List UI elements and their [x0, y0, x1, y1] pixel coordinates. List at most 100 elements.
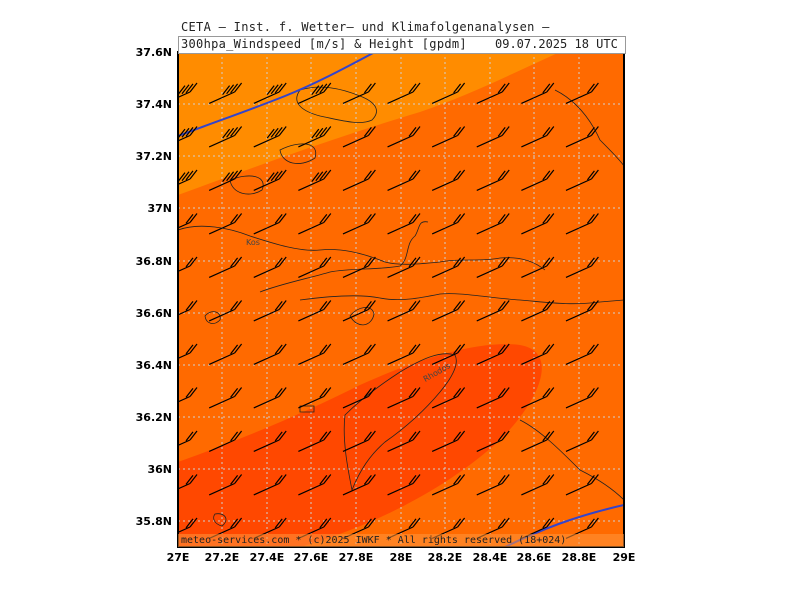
- wind-barb-shaft: [298, 352, 325, 365]
- wind-barb-feather: [319, 388, 328, 398]
- wind-barb-feather: [590, 256, 599, 267]
- wind-barb-feather: [278, 300, 287, 310]
- wind-barb-feather: [278, 213, 287, 223]
- wind-barb-shaft: [387, 91, 414, 104]
- wind-barb-shaft: [387, 265, 414, 278]
- wind-barb-shaft: [178, 308, 191, 316]
- wind-barb-feather: [185, 127, 194, 137]
- wind-barb-feather: [319, 431, 328, 442]
- wind-barb-feather: [234, 343, 243, 354]
- wind-barb-feather: [453, 170, 462, 181]
- wind-barb-feather: [412, 517, 421, 528]
- wind-barb-feather: [234, 300, 243, 310]
- wind-barb-feather: [412, 213, 421, 223]
- wind-barb-feather: [501, 169, 510, 180]
- wind-barb-feather: [497, 475, 506, 485]
- wind-barb-feather: [323, 430, 332, 441]
- wind-barb-shaft: [387, 134, 414, 148]
- wind-barb-shaft: [342, 352, 369, 365]
- wind-barb-feather: [457, 343, 466, 354]
- wind-barb-feather: [189, 430, 198, 441]
- wind-barb-feather: [546, 430, 555, 441]
- wind-barb-feather: [181, 84, 190, 95]
- lat-lon-grid: [178, 52, 624, 547]
- windspeed-band-strong: [178, 344, 542, 547]
- lon-label: 29E: [612, 551, 636, 564]
- wind-barb-feather: [230, 301, 239, 311]
- wind-barb-feather: [230, 344, 239, 355]
- wind-barb-feather: [274, 83, 283, 94]
- wind-barb-feather: [501, 126, 510, 136]
- wind-barb-feather: [185, 388, 194, 398]
- wind-barb-shaft: [477, 571, 502, 582]
- wind-barb-shaft: [298, 395, 325, 409]
- wind-barb-feather: [497, 431, 506, 442]
- wind-barb-feather: [408, 127, 417, 137]
- wind-barb-feather: [189, 343, 198, 354]
- wind-barb-feather: [586, 170, 595, 181]
- wind-barb-feather: [363, 431, 372, 442]
- wind-barb-shaft: [208, 352, 235, 365]
- wind-barb-feather: [457, 126, 466, 136]
- lon-label: 27E: [166, 551, 190, 564]
- wind-barb-feather: [274, 257, 283, 268]
- wind-barb-shaft: [298, 571, 323, 582]
- wind-barb-feather: [185, 301, 194, 311]
- wind-barb-shaft: [476, 308, 503, 322]
- wind-barb-feather: [234, 126, 243, 136]
- wind-barb-feather: [497, 214, 506, 224]
- wind-barb-shaft: [178, 265, 191, 273]
- wind-barb-shaft: [431, 178, 458, 191]
- wind-barb-feather: [546, 517, 555, 528]
- wind-barb-feather: [185, 214, 194, 224]
- wind-barb-feather: [453, 475, 462, 485]
- wind-barb-feather: [590, 387, 599, 397]
- lat-label: 36.4N: [135, 359, 172, 372]
- wind-barb-feather: [590, 169, 599, 180]
- wind-barb-shaft: [342, 482, 369, 496]
- wind-barb-shaft: [521, 308, 548, 322]
- wind-barb-shaft: [565, 395, 592, 409]
- wind-barb-shaft: [178, 526, 191, 534]
- lat-label: 36.8N: [135, 255, 172, 268]
- wind-barb-shaft: [208, 91, 235, 104]
- wind-barb-feather: [408, 475, 417, 485]
- wind-barb-feather: [546, 343, 555, 354]
- wind-barb-feather: [230, 431, 239, 442]
- wind-barb-feather: [412, 300, 421, 310]
- wind-barb-feather: [412, 169, 421, 180]
- wind-barb-feather: [185, 344, 194, 355]
- wind-barb-feather: [274, 388, 283, 398]
- wind-barb-feather: [408, 344, 417, 355]
- wind-barb-feather: [408, 257, 417, 268]
- wind-barb-shaft: [565, 134, 592, 148]
- lon-label: 28.4E: [472, 551, 508, 564]
- wind-barb-shaft: [178, 91, 191, 99]
- wind-barb-feather: [234, 430, 243, 441]
- wind-barb-feather: [457, 387, 466, 397]
- wind-barb-feather: [497, 170, 506, 181]
- wind-barb-feather: [367, 517, 376, 528]
- wind-barb-feather: [497, 388, 506, 398]
- wind-barb-feather: [501, 343, 510, 354]
- wind-barb-feather: [185, 518, 194, 529]
- wind-barb-feather: [319, 83, 328, 94]
- wind-barb-shaft: [342, 178, 369, 191]
- wind-barb-shaft: [342, 134, 369, 148]
- wind-barb-shaft: [521, 221, 548, 235]
- wind-barb-shaft: [253, 439, 280, 452]
- wind-barb-shaft: [521, 265, 548, 278]
- wind-barb-feather: [457, 169, 466, 180]
- wind-barb-feather: [230, 127, 239, 137]
- wind-barb-feather: [230, 518, 239, 529]
- wind-barb-feather: [274, 170, 283, 181]
- wind-barb-feather: [412, 82, 421, 93]
- wind-barb-feather: [278, 387, 287, 397]
- footer-band: [178, 534, 624, 547]
- wind-barb-feather: [323, 474, 332, 484]
- lat-label: 37.6N: [135, 46, 172, 59]
- wind-barb-feather: [412, 430, 421, 441]
- wind-barb-shaft: [343, 571, 368, 582]
- wind-barb-feather: [270, 171, 279, 182]
- windspeed-band-light-north: [178, 52, 560, 195]
